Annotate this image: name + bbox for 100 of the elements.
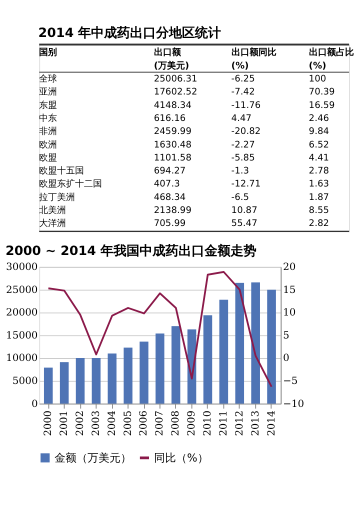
x-tick-label: 2002 — [74, 410, 86, 436]
category-label: 欧盟东扩十二国 — [39, 178, 102, 190]
data-label: 16.59 — [308, 100, 336, 111]
bar — [251, 282, 260, 404]
y2-tick-label: 15 — [282, 284, 296, 296]
data-label: 4.47 — [231, 114, 252, 124]
category-label: 欧洲 — [39, 139, 58, 150]
bar — [219, 300, 228, 404]
bar — [156, 333, 164, 404]
y-tick-label: 25000 — [6, 284, 38, 296]
data-label: 1.63 — [308, 180, 330, 190]
data-label: 2.46 — [308, 114, 330, 124]
data-label: -12.71 — [231, 180, 261, 190]
data-label: 694.27 — [154, 166, 186, 177]
x-tick-label: 2000 — [43, 410, 54, 436]
y2-tick-label: 0 — [282, 353, 290, 364]
data-label: -2.27 — [231, 140, 256, 150]
data-label: 100 — [308, 74, 326, 84]
y2-tick-label: 10 — [282, 308, 296, 319]
y-tick-label: 10000 — [6, 353, 38, 364]
x-tick-label: 2007 — [154, 410, 166, 436]
x-tick-label: 2003 — [90, 410, 102, 436]
data-label: 55.47 — [231, 219, 258, 230]
data-label: 2459.99 — [154, 127, 192, 138]
data-label: 2.78 — [308, 166, 330, 177]
data-label: -7.42 — [231, 88, 255, 98]
bar — [60, 362, 69, 404]
bar — [44, 368, 53, 404]
x-tick-label: 2006 — [138, 410, 150, 436]
x-tick-label: 2009 — [186, 410, 198, 436]
x-tick-label: 2014 — [266, 410, 278, 436]
data-label: -6.5 — [231, 192, 250, 203]
data-label: -1.3 — [231, 166, 250, 177]
data-label: 468.34 — [154, 192, 186, 203]
data-label: 616.16 — [154, 114, 186, 124]
y2-tick-label: −5 — [282, 376, 298, 388]
category-label: 拉丁美洲 — [39, 192, 76, 203]
data-label: 4.41 — [308, 153, 330, 164]
data-label: -20.82 — [231, 127, 261, 138]
data-label: 2.82 — [308, 219, 330, 230]
x-tick-label: 2004 — [106, 410, 118, 436]
bar — [140, 342, 148, 404]
x-tick-label: 2012 — [234, 410, 246, 436]
y2-tick-label: 20 — [282, 262, 296, 274]
text: 国别 — [39, 47, 58, 58]
category-label: 亚洲 — [39, 86, 58, 98]
data-label: 705.99 — [154, 219, 186, 230]
x-tick-label: 2010 — [202, 410, 214, 436]
data-label: 1.87 — [308, 192, 330, 203]
y2-tick-label: −10 — [282, 398, 304, 410]
category-label: 全球 — [39, 73, 58, 84]
data-label: 10.87 — [231, 206, 258, 216]
data-label: 25006.31 — [154, 74, 198, 84]
bar — [267, 290, 276, 404]
category-label: 中东 — [39, 112, 58, 124]
text: 出口额占比(%) — [308, 47, 354, 72]
y-tick-label: 5000 — [12, 376, 38, 388]
category-label: 大洋洲 — [39, 218, 66, 230]
bar — [235, 282, 244, 404]
data-label: 4148.34 — [154, 100, 192, 111]
bar — [92, 358, 101, 404]
data-label: 1630.48 — [154, 140, 192, 150]
data-label: 70.39 — [308, 88, 336, 98]
category-label: 北美洲 — [39, 205, 66, 216]
y-tick-label: 0 — [31, 398, 38, 410]
data-label: -11.76 — [231, 100, 261, 111]
category-label: 东盟 — [39, 100, 58, 111]
y-tick-label: 20000 — [6, 308, 38, 319]
x-tick-label: 2013 — [250, 410, 262, 436]
bar — [172, 326, 180, 404]
bar — [108, 354, 117, 404]
category-label: 欧盟十五国 — [39, 166, 84, 177]
data-label: 17602.52 — [154, 88, 198, 98]
legend-label: 金额（万美元） — [54, 452, 132, 464]
data-label: -5.85 — [231, 153, 255, 164]
text: 出口额(万美元) — [154, 47, 190, 72]
legend-label: 同比（%） — [154, 452, 208, 464]
y-tick-label: 30000 — [6, 262, 38, 274]
data-label: 1101.58 — [154, 153, 192, 164]
line-series — [47, 271, 272, 388]
data-label: 8.55 — [308, 206, 330, 216]
data-label: 9.84 — [308, 127, 330, 138]
data-label: -6.25 — [231, 74, 255, 84]
data-label: 2138.99 — [154, 206, 192, 216]
text: 2014 年中成药出口分地区统计 — [38, 25, 222, 42]
chart-title: 2000 ~ 2014 年我国中成药出口金额走势 — [5, 243, 256, 260]
bar — [124, 348, 132, 404]
category-label: 欧盟 — [39, 152, 58, 164]
x-tick-label: 2008 — [170, 410, 182, 436]
x-tick-label: 2001 — [59, 410, 70, 436]
y-tick-label: 15000 — [6, 330, 38, 342]
category-label: 非洲 — [39, 126, 58, 138]
y2-tick-label: 5 — [282, 330, 290, 342]
x-tick-label: 2005 — [122, 410, 134, 436]
text: 出口额同比(%) — [231, 47, 276, 72]
x-tick-label: 2011 — [218, 410, 230, 436]
bar — [76, 358, 85, 404]
data-label: 6.52 — [308, 140, 330, 150]
bar — [203, 315, 212, 404]
data-label: 407.3 — [154, 180, 180, 190]
